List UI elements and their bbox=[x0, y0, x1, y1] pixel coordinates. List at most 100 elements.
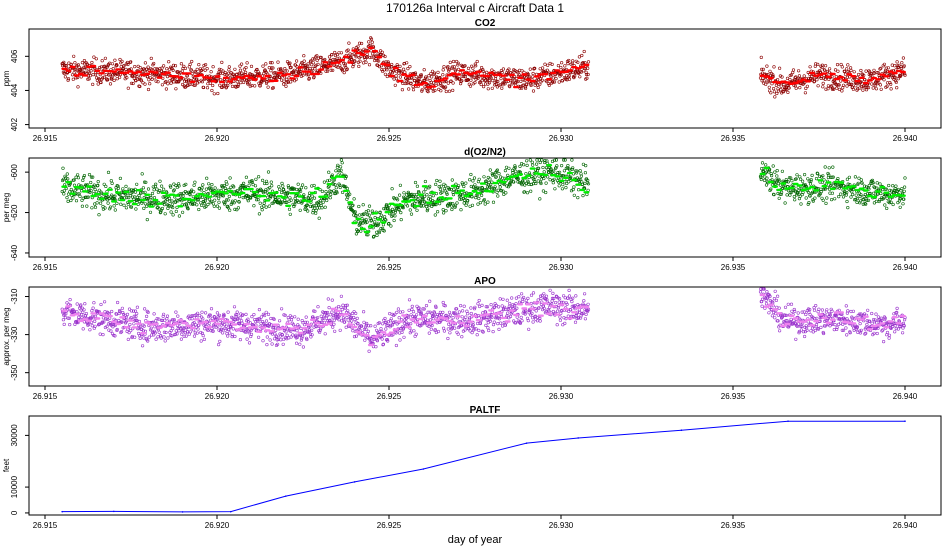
data-point bbox=[492, 320, 496, 324]
y-tick-label: -310 bbox=[10, 288, 19, 305]
data-point bbox=[522, 190, 527, 194]
data-point bbox=[77, 315, 81, 319]
data-point bbox=[202, 200, 206, 204]
data-point bbox=[91, 82, 95, 86]
data-point bbox=[841, 83, 846, 87]
data-point bbox=[106, 201, 110, 205]
data-point bbox=[384, 327, 388, 331]
avg-point bbox=[571, 178, 577, 182]
data-point bbox=[552, 169, 556, 173]
data-point bbox=[63, 75, 67, 79]
data-point bbox=[422, 68, 426, 72]
data-point bbox=[129, 205, 134, 209]
data-point bbox=[550, 79, 555, 84]
data-point bbox=[365, 55, 369, 60]
data-point bbox=[301, 73, 305, 77]
data-point bbox=[247, 341, 252, 345]
data-point bbox=[893, 187, 897, 191]
data-point bbox=[564, 186, 568, 190]
data-point bbox=[293, 196, 297, 201]
avg-point bbox=[193, 195, 200, 198]
data-point bbox=[485, 78, 490, 82]
data-point bbox=[257, 71, 262, 76]
data-point bbox=[460, 335, 464, 339]
data-point bbox=[794, 75, 798, 79]
data-point bbox=[760, 161, 765, 165]
data-point bbox=[292, 68, 296, 72]
avg-point bbox=[430, 85, 437, 88]
data-point bbox=[285, 191, 289, 195]
data-point bbox=[525, 83, 529, 87]
data-point bbox=[381, 226, 385, 230]
avg-point bbox=[326, 65, 333, 68]
data-point bbox=[108, 82, 113, 86]
data-point bbox=[407, 298, 412, 302]
data-point bbox=[226, 198, 230, 202]
data-point bbox=[367, 40, 371, 44]
data-point bbox=[221, 69, 225, 73]
avg-point bbox=[546, 164, 553, 167]
data-point bbox=[532, 178, 536, 182]
data-point bbox=[323, 205, 327, 209]
data-point bbox=[364, 60, 368, 64]
data-point bbox=[518, 86, 522, 90]
data-point bbox=[152, 196, 157, 200]
data-point bbox=[386, 206, 390, 210]
avg-point bbox=[293, 74, 300, 78]
data-point bbox=[242, 67, 246, 71]
data-point bbox=[60, 189, 64, 194]
data-point bbox=[147, 335, 151, 339]
data-point bbox=[131, 309, 136, 313]
data-point bbox=[170, 202, 174, 206]
data-point bbox=[256, 198, 260, 202]
x-tick-label: 26.930 bbox=[549, 392, 574, 401]
data-point bbox=[280, 181, 284, 185]
data-point bbox=[242, 181, 246, 185]
data-point bbox=[336, 65, 340, 69]
data-point bbox=[394, 77, 399, 81]
data-point bbox=[274, 197, 278, 202]
data-point bbox=[223, 186, 227, 190]
data-point bbox=[400, 88, 405, 92]
data-point bbox=[507, 67, 511, 71]
data-point bbox=[835, 62, 840, 67]
data-point bbox=[432, 71, 437, 75]
data-point bbox=[103, 56, 107, 60]
data-point bbox=[793, 76, 797, 80]
data-point bbox=[151, 201, 155, 205]
data-point bbox=[901, 202, 905, 206]
data-point bbox=[257, 308, 262, 312]
data-point bbox=[285, 333, 289, 337]
data-point bbox=[162, 64, 166, 68]
data-point bbox=[96, 180, 100, 184]
data-point bbox=[570, 158, 574, 162]
data-point bbox=[476, 302, 480, 306]
data-point bbox=[354, 55, 358, 59]
data-point bbox=[298, 70, 302, 74]
data-point bbox=[444, 79, 448, 83]
data-point bbox=[167, 196, 172, 200]
data-point bbox=[113, 194, 117, 198]
data-point bbox=[169, 210, 173, 214]
avg-point bbox=[759, 172, 766, 176]
data-point bbox=[250, 179, 254, 183]
data-point bbox=[767, 85, 771, 89]
avg-point bbox=[776, 188, 783, 192]
x-tick-label: 26.920 bbox=[205, 263, 230, 272]
data-point bbox=[874, 199, 879, 203]
data-point bbox=[171, 205, 175, 210]
data-point bbox=[551, 80, 555, 84]
avg-point bbox=[177, 76, 184, 79]
data-point bbox=[370, 55, 374, 59]
data-point bbox=[486, 87, 490, 91]
data-point bbox=[544, 181, 548, 185]
panel-title: CO2 bbox=[475, 18, 496, 29]
data-point bbox=[487, 181, 491, 185]
data-point bbox=[775, 174, 779, 178]
data-point bbox=[389, 224, 393, 228]
data-point bbox=[247, 183, 251, 187]
data-point bbox=[872, 201, 877, 205]
data-point bbox=[478, 80, 482, 85]
data-point bbox=[281, 342, 285, 346]
data-point bbox=[470, 203, 475, 207]
